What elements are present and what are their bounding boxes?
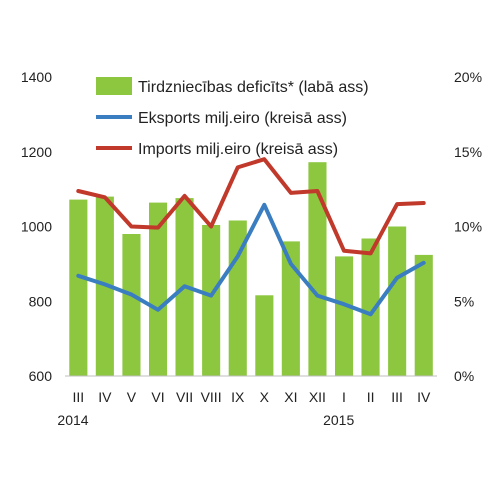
left-tick-label: 800 (29, 293, 53, 309)
category-label: VIII (201, 389, 222, 405)
category-label: VII (176, 389, 193, 405)
line-series-0 (76, 202, 426, 317)
lines-group (76, 157, 426, 317)
category-label: VI (151, 389, 164, 405)
year-label: 2014 (57, 412, 88, 428)
year-label: 2015 (323, 412, 354, 428)
right-tick-label: 0% (454, 368, 474, 384)
category-label: IV (417, 389, 431, 405)
bar-5 (202, 225, 221, 376)
line-series-1 (76, 157, 426, 256)
bar-0 (69, 199, 88, 376)
left-axis: 600 800 1000 1200 1400 (21, 69, 52, 384)
bar-6 (228, 220, 247, 376)
category-label: III (391, 389, 403, 405)
bars-group (69, 162, 433, 376)
bar-7 (255, 295, 274, 376)
legend: Tirdzniecības deficīts* (labā ass) Ekspor… (96, 77, 369, 158)
right-tick-label: 10% (454, 219, 482, 235)
category-label: I (342, 389, 346, 405)
category-label: XI (284, 389, 297, 405)
year-labels: 2014 2015 (57, 412, 354, 428)
category-label: X (260, 389, 270, 405)
left-tick-label: 1200 (21, 144, 52, 160)
bar-9 (308, 162, 327, 376)
legend-swatch-bar (96, 77, 132, 95)
left-tick-label: 1400 (21, 69, 52, 85)
bar-2 (122, 234, 141, 376)
legend-label: Eksports milj.eiro (kreisā ass) (138, 110, 347, 127)
category-label: IX (231, 389, 245, 405)
category-label: V (127, 389, 137, 405)
category-label: XII (309, 389, 326, 405)
bar-13 (414, 254, 433, 376)
category-label: III (72, 389, 84, 405)
bar-12 (388, 226, 407, 376)
right-tick-label: 20% (454, 69, 482, 85)
right-tick-label: 5% (454, 293, 474, 309)
bar-10 (335, 256, 354, 376)
left-tick-label: 1000 (21, 219, 52, 235)
legend-label: Tirdzniecības deficīts* (labā ass) (138, 79, 369, 96)
category-label: II (367, 389, 375, 405)
left-tick-label: 600 (29, 368, 53, 384)
category-label: IV (98, 389, 112, 405)
right-axis: 0% 5% 10% 15% 20% (454, 69, 482, 384)
category-axis: III IV V VI VII VIII IX X XI XII I II III IV (72, 389, 431, 405)
bar-3 (149, 202, 168, 376)
bar-11 (361, 238, 380, 376)
legend-label: Imports milj.eiro (kreisā ass) (138, 141, 338, 158)
bar-8 (281, 241, 300, 376)
right-tick-label: 15% (454, 144, 482, 160)
